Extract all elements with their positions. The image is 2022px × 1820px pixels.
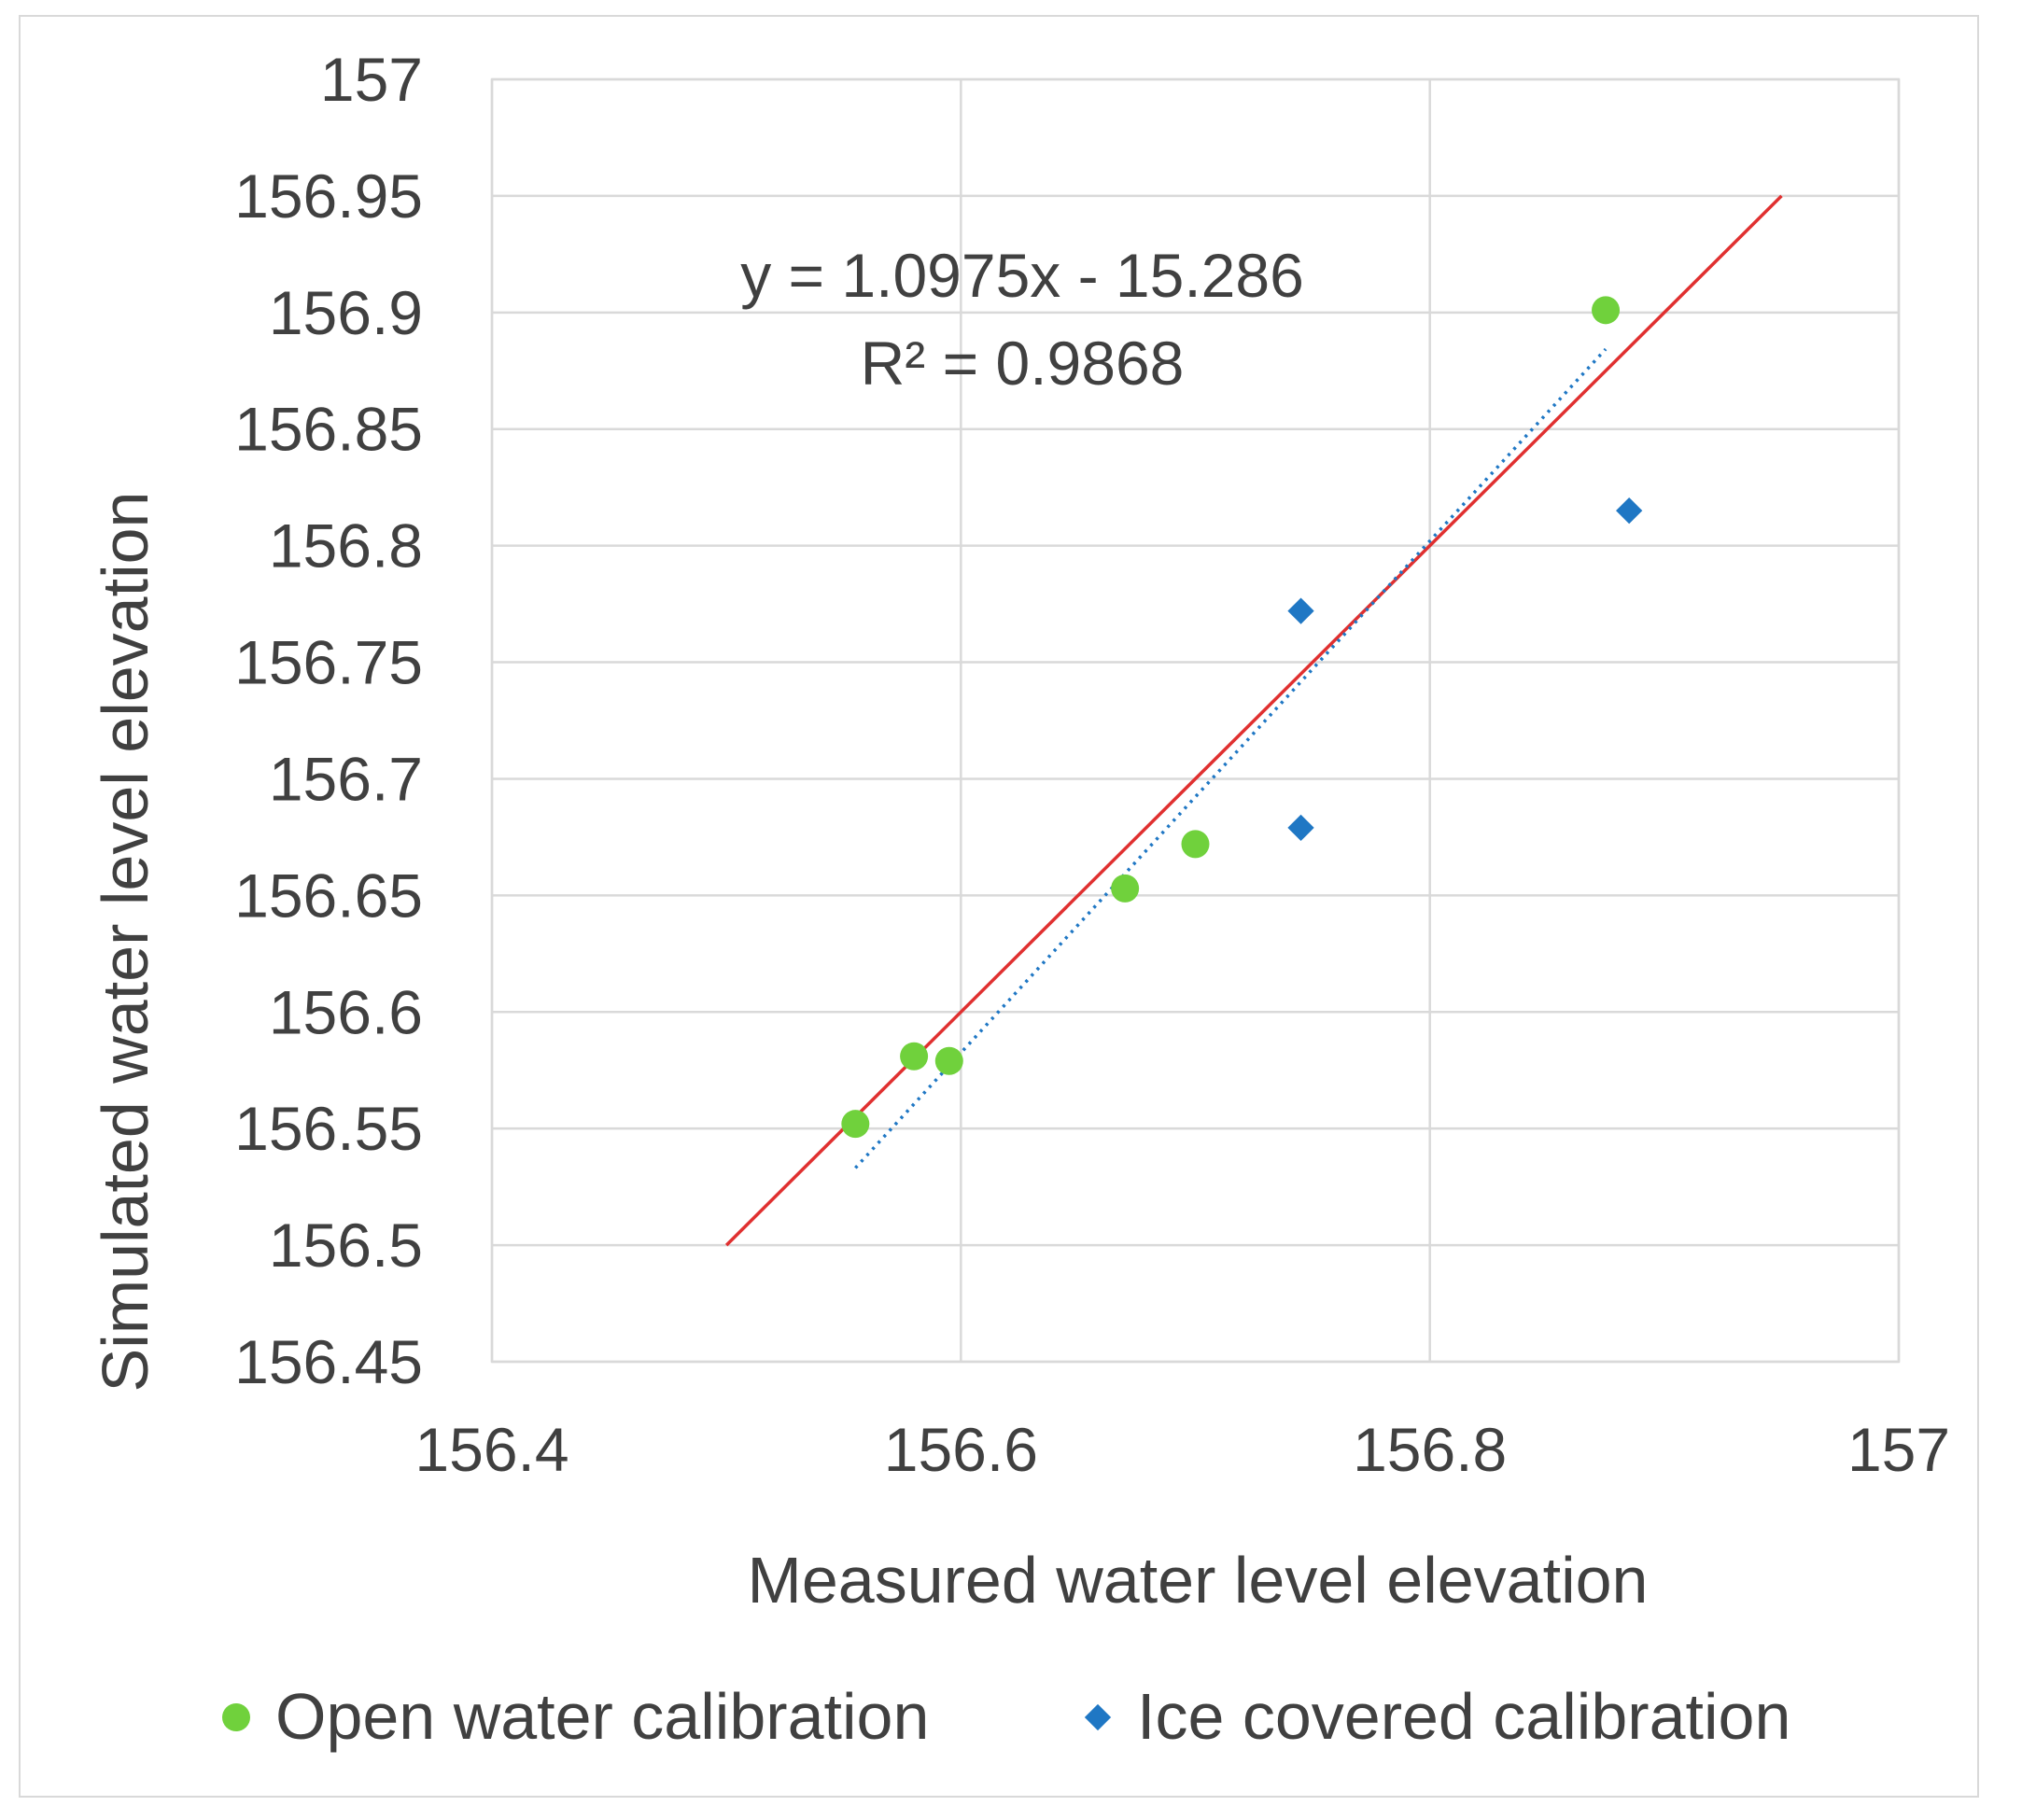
legend-item-open-water[interactable]: Open water calibration [222,1680,929,1753]
ice-covered-point[interactable] [1287,814,1314,842]
y-tick-label: 156.45 [234,1327,423,1396]
y-tick-label: 157 [320,45,423,114]
legend-marker-circle [222,1703,250,1731]
x-axis-ticks: 156.4 156.6 156.8 157 [414,1415,1950,1484]
y-tick-label: 156.8 [269,511,423,581]
open-water-point[interactable] [1111,874,1140,903]
trendline-group [854,347,1608,1169]
ice-covered-point[interactable] [1616,497,1643,525]
y-tick-label: 156.95 [234,161,423,231]
y-tick-label: 156.7 [269,744,423,813]
legend: Open water calibration Ice covered calib… [222,1680,1790,1753]
reference-line-group [724,194,1783,1247]
open-water-point[interactable] [1592,296,1621,325]
open-water-point[interactable] [934,1046,963,1075]
plot-area [490,77,1901,1364]
x-tick-label: 157 [1847,1415,1950,1484]
x-tick-label: 156.8 [1353,1415,1507,1484]
y-axis-title: Simulated water level elevation [89,492,161,1393]
data-points [841,296,1643,1139]
x-axis-title: Measured water level elevation [748,1544,1649,1617]
legend-marker-diamond [1084,1703,1112,1731]
y-tick-label: 156.55 [234,1094,423,1163]
legend-item-ice-covered[interactable]: Ice covered calibration [1084,1680,1791,1753]
y-tick-label: 156.5 [269,1211,423,1280]
linear-trendline [854,347,1608,1169]
y-tick-label: 156.85 [234,395,423,464]
one-to-one-line [724,194,1783,1247]
open-water-point[interactable] [841,1110,870,1139]
open-water-point[interactable] [1181,830,1210,859]
legend-label-open-water: Open water calibration [275,1680,929,1753]
r-squared-label: R² = 0.9868 [861,329,1185,398]
ice-covered-point[interactable] [1287,597,1314,624]
legend-label-ice-covered: Ice covered calibration [1137,1680,1790,1753]
open-water-point[interactable] [900,1042,929,1071]
x-tick-label: 156.6 [884,1415,1038,1484]
y-tick-label: 156.6 [269,977,423,1046]
y-tick-label: 156.75 [234,628,423,697]
trendline-equation: y = 1.0975x - 15.286 [740,241,1304,310]
y-tick-label: 156.65 [234,861,423,930]
y-axis-ticks: 156.45 156.5 156.55 156.6 156.65 156.7 156.75 1… [234,45,423,1396]
y-tick-label: 156.9 [269,278,423,347]
x-tick-label: 156.4 [414,1415,569,1484]
